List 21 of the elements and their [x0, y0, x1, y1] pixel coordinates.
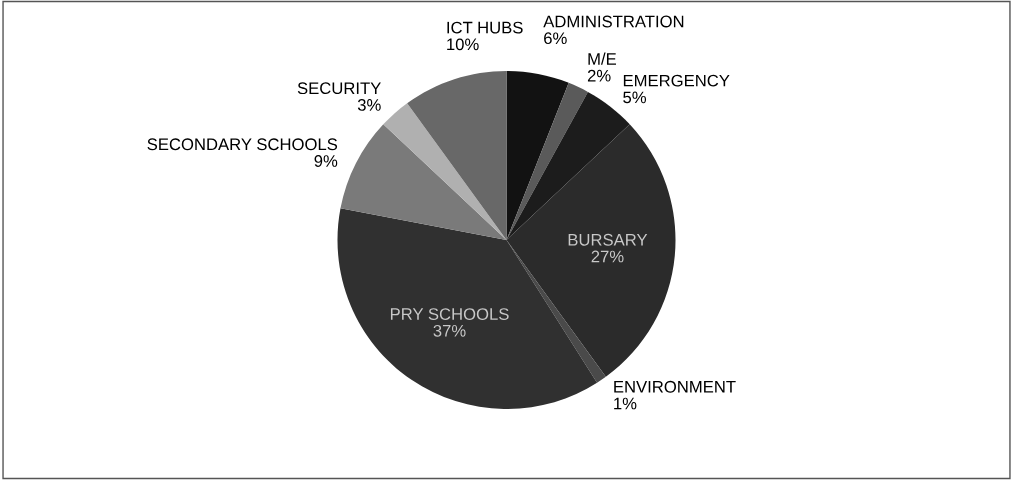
- data-label: 5%: [623, 91, 647, 104]
- data-label: 10%: [447, 38, 479, 51]
- data-label: 3%: [357, 99, 381, 111]
- slice-label: PRY SCHOOLS: [390, 308, 509, 320]
- data-label: 37%: [433, 324, 466, 337]
- data-label: 9%: [314, 155, 338, 167]
- pie-slice: [340, 124, 507, 240]
- pie-slice: [407, 70, 507, 240]
- pie-slice: [383, 103, 507, 240]
- slice-label: M/E: [588, 52, 617, 65]
- slice-label: ENVIRONMENT: [614, 380, 736, 393]
- data-label: 27%: [591, 250, 624, 263]
- slice-label: ICT HUBS: [447, 21, 523, 34]
- data-label: 1%: [614, 397, 637, 410]
- slice-label: SECURITY: [297, 82, 381, 95]
- data-label: 6%: [544, 32, 567, 45]
- data-label: 2%: [587, 69, 611, 82]
- slice-label: ADMINISTRATION: [543, 15, 684, 28]
- slice-label: EMERGENCY: [623, 74, 730, 87]
- slice-label: BURSARY: [568, 233, 648, 246]
- slice-label: SECONDARY SCHOOLS: [147, 138, 338, 151]
